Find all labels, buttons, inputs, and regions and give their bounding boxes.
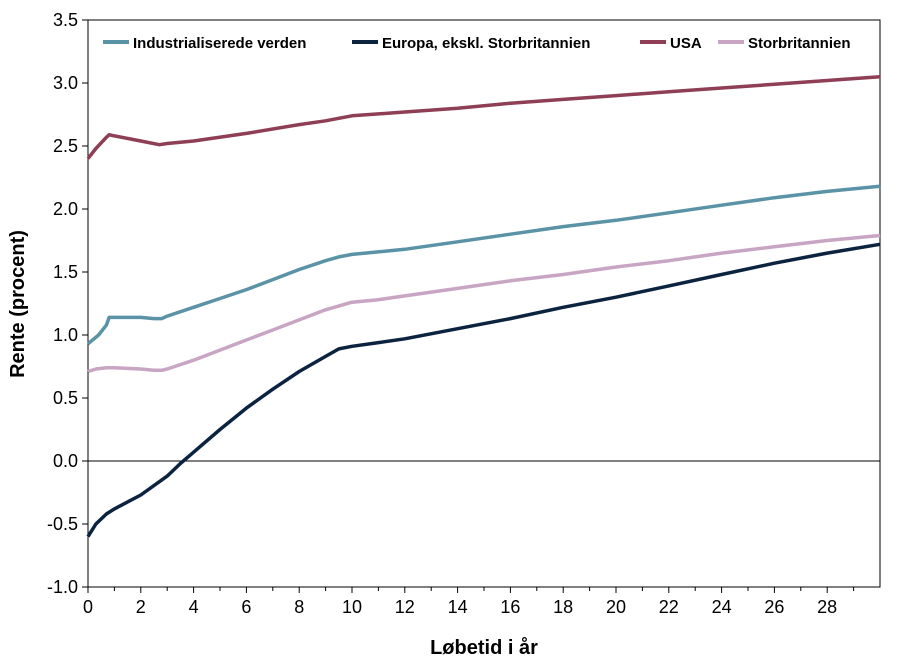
legend-label-0: Industrialiserede verden — [133, 35, 306, 52]
x-tick-label: 4 — [189, 597, 199, 617]
x-tick-label: 12 — [395, 597, 415, 617]
x-tick-label: 20 — [606, 597, 626, 617]
y-tick-label: 0.0 — [53, 451, 78, 471]
plot-area — [87, 19, 881, 588]
x-tick-label: 10 — [342, 597, 362, 617]
y-tick-label: 2.0 — [53, 199, 78, 219]
x-tick-label: 6 — [241, 597, 251, 617]
legend-label-3: Storbritannien — [748, 35, 851, 52]
x-tick-label: 2 — [136, 597, 146, 617]
y-tick-label: -1.0 — [47, 577, 78, 597]
x-tick-label: 26 — [764, 597, 784, 617]
x-tick-label: 24 — [712, 597, 732, 617]
y-tick-label: 2.5 — [53, 136, 78, 156]
x-tick-label: 18 — [553, 597, 573, 617]
y-tick-label: 3.5 — [53, 10, 78, 30]
y-axis-title: Rente (procent) — [7, 230, 29, 378]
x-axis: 0 2 4 6 8 10 12 14 16 18 20 22 24 26 28 — [83, 587, 855, 617]
series-line-0 — [86, 184, 881, 346]
x-tick-label: 0 — [83, 597, 93, 617]
series-line-3 — [87, 233, 881, 374]
series-lines — [86, 74, 881, 538]
y-tick-label: 3.0 — [53, 73, 78, 93]
series-line-2 — [86, 74, 881, 160]
x-tick-label: 14 — [448, 597, 468, 617]
x-tick-label: 22 — [659, 597, 679, 617]
x-tick-label: 28 — [817, 597, 837, 617]
y-tick-label: 0.5 — [53, 388, 78, 408]
x-axis-title: Løbetid i år — [430, 636, 538, 659]
legend-label-1: Europa, ekskl. Storbritannien — [382, 35, 590, 52]
y-tick-label: 1.0 — [53, 325, 78, 345]
series-line-1 — [86, 242, 881, 538]
x-tick-label: 16 — [500, 597, 520, 617]
legend: Industrialiserede verden Europa, ekskl. S… — [103, 35, 851, 52]
y-tick-label: 1.5 — [53, 262, 78, 282]
legend-label-2: USA — [670, 35, 702, 52]
y-axis: -1.0 -0.5 0.0 0.5 1.0 1.5 2.0 2.5 3.0 3.5 — [47, 10, 88, 597]
x-tick-label: 8 — [294, 597, 304, 617]
y-tick-label: -0.5 — [47, 514, 78, 534]
